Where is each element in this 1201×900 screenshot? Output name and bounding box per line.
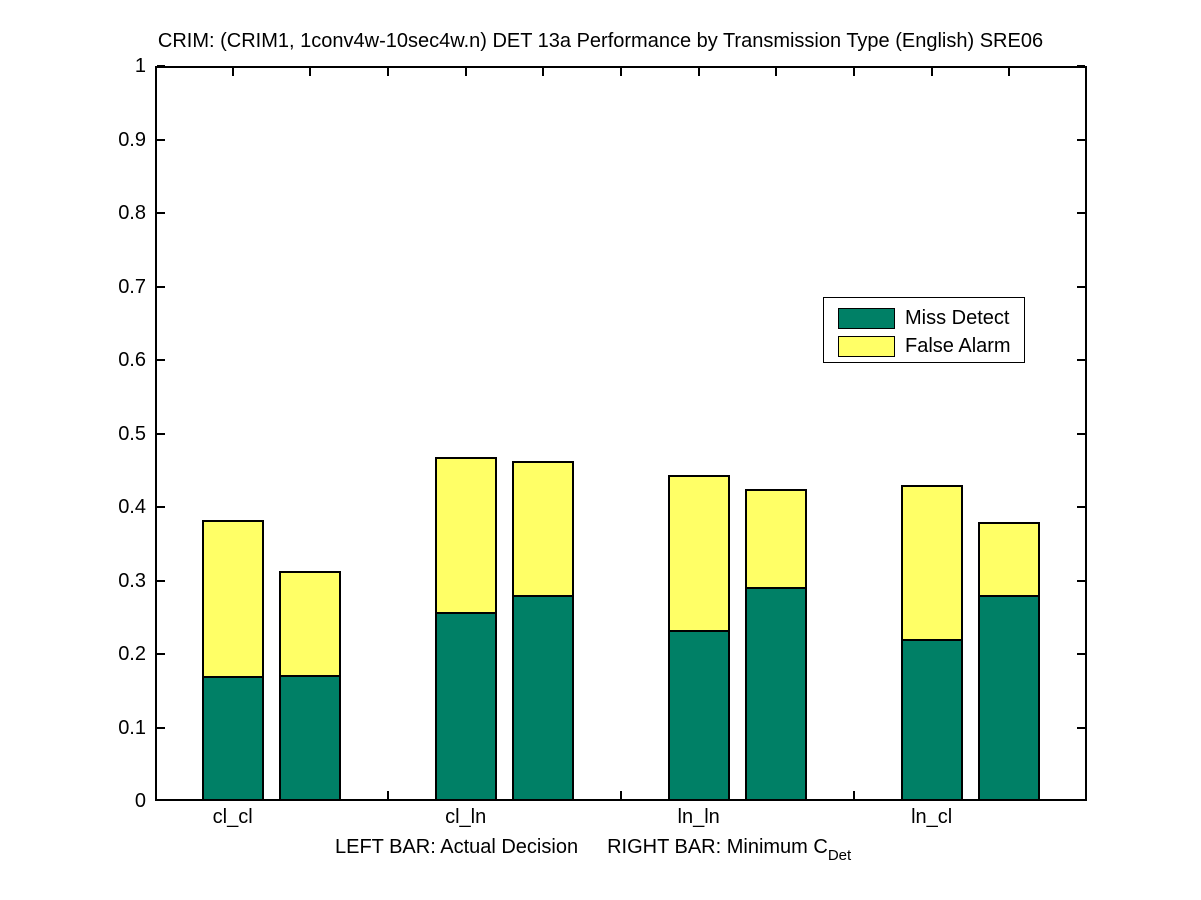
bar-minimum-ln_ln bbox=[745, 488, 808, 801]
bar-actual-cl_cl bbox=[201, 520, 264, 801]
miss-detect-segment bbox=[436, 611, 495, 799]
bar-minimum-ln_cl bbox=[978, 522, 1041, 801]
category-label-ln_cl: ln_cl bbox=[911, 806, 953, 828]
y-tick-right bbox=[1077, 285, 1085, 288]
y-tick-left bbox=[157, 285, 165, 288]
x-tick-top bbox=[853, 68, 855, 76]
y-tick-label: 1 bbox=[134, 55, 146, 77]
y-tick-right bbox=[1077, 506, 1085, 508]
x-tick-top bbox=[387, 68, 389, 76]
y-tick-label: 0.8 bbox=[118, 202, 146, 224]
miss-detect-segment bbox=[281, 674, 340, 799]
miss-detect-segment bbox=[980, 595, 1039, 799]
x-tick-top bbox=[309, 68, 312, 76]
chart-title: CRIM: (CRIM1, 1conv4w-10sec4w.n) DET 13a… bbox=[157, 30, 1044, 52]
y-tick-label: 0.1 bbox=[118, 716, 146, 739]
bar-actual-ln_ln bbox=[667, 474, 730, 801]
y-tick-left bbox=[157, 653, 165, 655]
bar-actual-cl_ln bbox=[434, 457, 497, 801]
y-tick-left bbox=[157, 432, 165, 435]
y-tick-left bbox=[157, 65, 165, 67]
x-tick-top bbox=[464, 68, 467, 76]
x-annotation-subscript: Det bbox=[827, 847, 852, 864]
category-label-cl_cl: cl_cl bbox=[212, 806, 253, 828]
legend-label-false-alarm: False Alarm bbox=[905, 334, 1011, 357]
x-annotation-left-bar-text: LEFT BAR: Actual Decision bbox=[335, 836, 579, 858]
y-tick-label: 0.5 bbox=[118, 422, 146, 445]
y-tick-right bbox=[1077, 359, 1085, 361]
y-tick-left bbox=[157, 138, 165, 141]
miss-detect-segment bbox=[203, 675, 262, 799]
x-tick-bottom bbox=[387, 791, 389, 799]
y-tick-right bbox=[1077, 726, 1085, 729]
legend-box: Miss Detect False Alarm bbox=[823, 297, 1025, 363]
y-tick-left bbox=[157, 359, 165, 361]
x-tick-bottom bbox=[853, 791, 855, 799]
x-tick-top bbox=[620, 68, 622, 76]
bar-minimum-cl_ln bbox=[512, 461, 575, 801]
y-tick-label: 0.9 bbox=[118, 128, 146, 151]
y-tick-left bbox=[157, 506, 165, 508]
y-tick-left bbox=[157, 212, 165, 214]
y-tick-right bbox=[1077, 432, 1085, 435]
miss-detect-segment bbox=[902, 638, 961, 799]
x-tick-top bbox=[542, 68, 545, 76]
y-tick-label: 0.6 bbox=[118, 349, 146, 371]
bar-minimum-cl_cl bbox=[279, 570, 342, 801]
y-tick-label: 0.2 bbox=[118, 643, 146, 665]
legend-label-miss-detect: Miss Detect bbox=[905, 306, 1010, 329]
x-tick-bottom bbox=[620, 791, 622, 799]
y-tick-left bbox=[157, 579, 165, 582]
y-tick-right bbox=[1077, 579, 1085, 582]
y-tick-right bbox=[1077, 212, 1085, 214]
miss-detect-segment bbox=[747, 587, 806, 799]
miss-detect-segment bbox=[669, 629, 728, 799]
x-tick-top bbox=[697, 68, 700, 76]
y-tick-label: 0.7 bbox=[118, 275, 146, 298]
false-alarm-swatch bbox=[838, 335, 895, 357]
legend-entry-miss-detect: Miss Detect bbox=[838, 307, 1009, 329]
y-tick-left bbox=[157, 726, 165, 729]
x-tick-top bbox=[775, 68, 778, 76]
legend-entry-false-alarm: False Alarm bbox=[838, 335, 1011, 357]
y-tick-right bbox=[1077, 138, 1085, 141]
x-annotation-right-bar-text: RIGHT BAR: Minimum C bbox=[607, 836, 828, 858]
miss-detect-swatch bbox=[838, 307, 895, 329]
y-tick-label: 0 bbox=[134, 790, 146, 812]
y-tick-label: 0.3 bbox=[118, 569, 146, 592]
y-tick-right bbox=[1077, 653, 1085, 655]
x-tick-top bbox=[930, 68, 933, 76]
category-label-ln_ln: ln_ln bbox=[677, 806, 720, 828]
category-label-cl_ln: cl_ln bbox=[445, 806, 487, 828]
x-tick-top bbox=[231, 68, 234, 76]
bar-actual-ln_cl bbox=[900, 484, 963, 801]
miss-detect-segment bbox=[514, 595, 573, 799]
x-axis-annotation: LEFT BAR: Actual Decision RIGHT BAR: Mini… bbox=[335, 836, 851, 864]
y-tick-right bbox=[1077, 65, 1085, 67]
x-tick-top bbox=[1008, 68, 1011, 76]
y-tick-label: 0.4 bbox=[118, 496, 146, 518]
